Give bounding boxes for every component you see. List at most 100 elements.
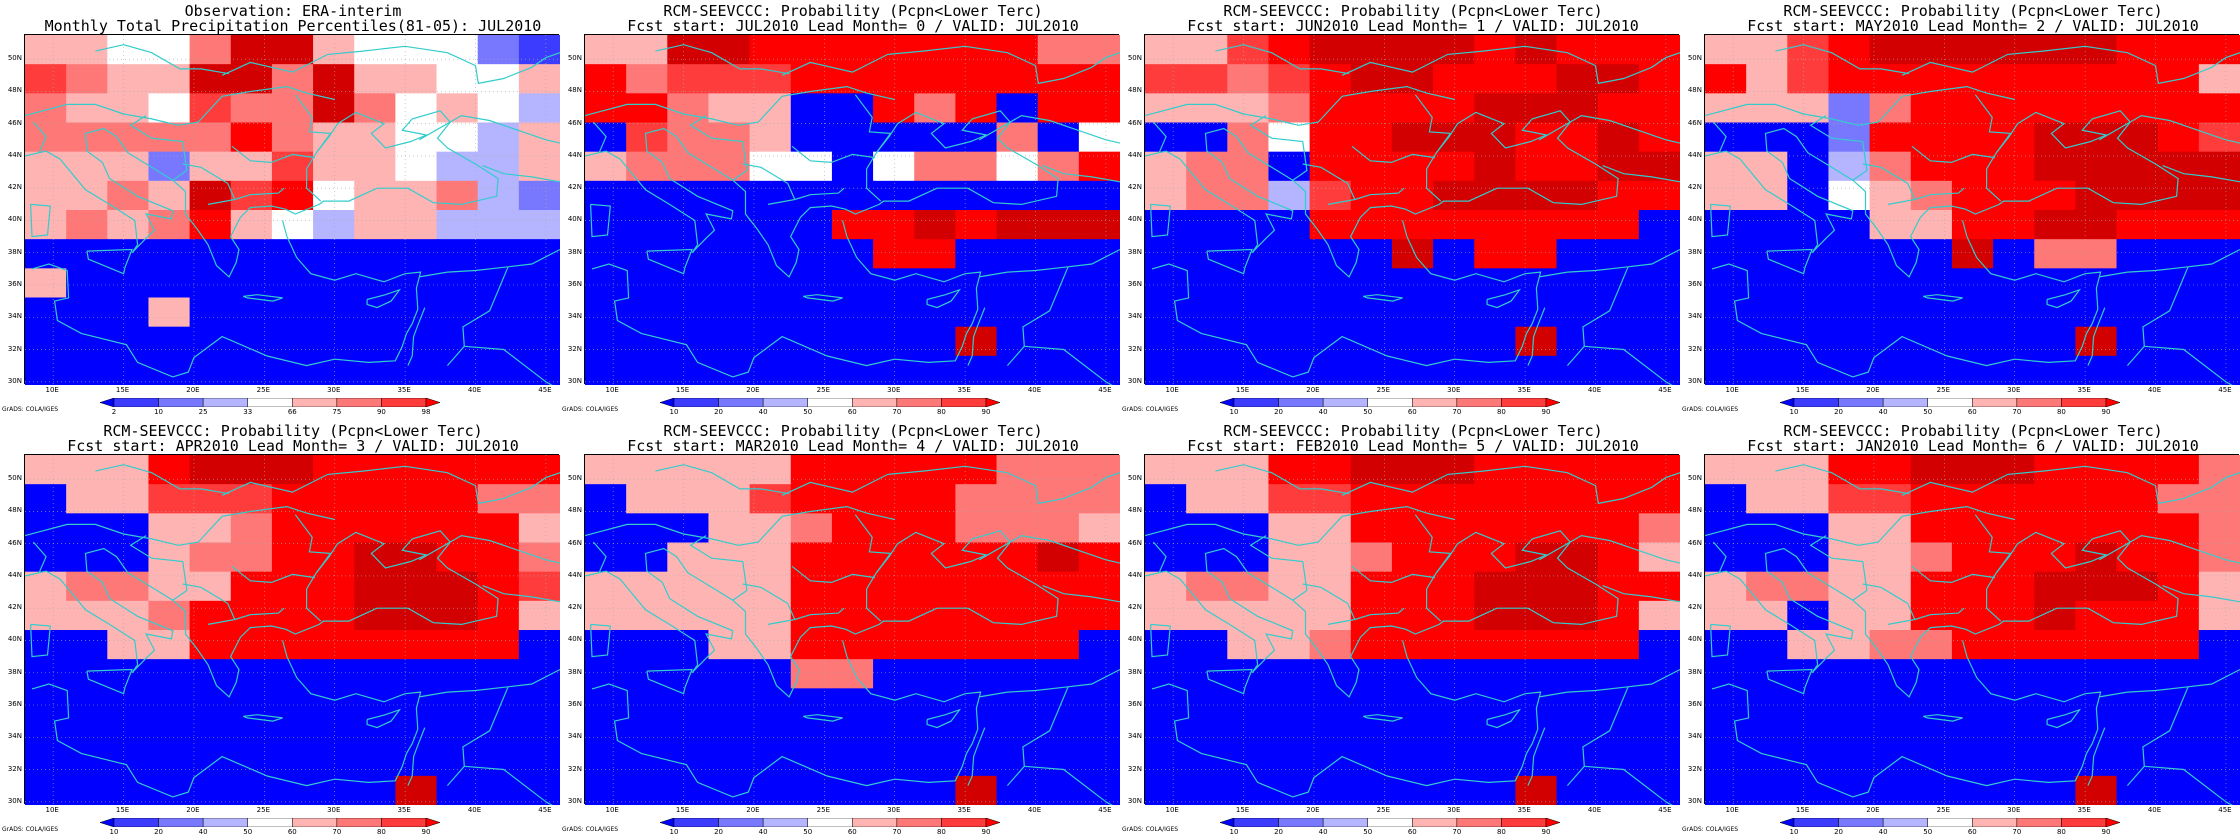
grid-cell (873, 327, 915, 357)
lat-tick-label: 42N (1120, 183, 1142, 191)
lon-tick-label: 10E (1160, 806, 1184, 814)
lon-tick-label: 15E (1231, 806, 1255, 814)
grid-cell (190, 455, 232, 485)
grid-cell (1392, 455, 1434, 485)
grid-cell (1392, 543, 1434, 573)
grid-cell (791, 268, 833, 298)
grid-cell (955, 630, 997, 660)
grid-cell (1145, 93, 1187, 123)
grid-cell (1952, 688, 1994, 718)
grid-cell (2199, 93, 2240, 123)
grid-cell (1227, 688, 1269, 718)
grid-cell (2075, 659, 2117, 689)
grid-cell (1079, 484, 1120, 514)
grid-cell (1598, 776, 1640, 805)
colorbar-swatch (426, 398, 440, 407)
colorbar-swatch (1839, 398, 1884, 407)
grid-cell (1268, 659, 1310, 689)
grid-cell (25, 327, 67, 357)
grid-cell (190, 123, 232, 153)
grid-cell (272, 93, 314, 123)
grid-cell (1746, 630, 1788, 660)
grid-cell (478, 210, 520, 240)
grid-cell (1038, 659, 1080, 689)
grid-cell (708, 747, 750, 777)
colorbar-swatch (292, 818, 337, 827)
grid-cell (148, 513, 190, 543)
grid-cell (2075, 513, 2117, 543)
grid-cell (1310, 543, 1352, 573)
colorbar-swatch (1972, 818, 2017, 827)
grid-cell (437, 630, 479, 660)
lat-tick-label: 46N (560, 539, 582, 547)
grid-cell (519, 688, 560, 718)
grid-cell (1227, 123, 1269, 153)
grid-cell (2158, 35, 2200, 65)
grid-cell (354, 356, 396, 385)
lat-tick-label: 34N (1680, 732, 1702, 740)
grid-cell (1870, 181, 1912, 211)
grid-cell (626, 630, 668, 660)
grid-cell (1038, 601, 1080, 631)
grid-cell (1993, 181, 2035, 211)
grid-cell (1227, 630, 1269, 660)
grid-cell (1787, 298, 1829, 328)
grid-cell (1392, 93, 1434, 123)
grid-cell (313, 688, 355, 718)
grid-cell (914, 630, 956, 660)
grid-cell (1227, 543, 1269, 573)
grid-cell (1952, 455, 1994, 485)
grid-cell (1038, 239, 1080, 269)
lon-tick-label: 35E (952, 806, 976, 814)
colorbar-swatch (203, 818, 248, 827)
grid-cell (1952, 718, 1994, 748)
lat-tick-label: 32N (560, 765, 582, 773)
grid-cell (272, 513, 314, 543)
lat-tick-label: 30N (560, 377, 582, 385)
lon-tick-label: 15E (1791, 386, 1815, 394)
grid-cell (1993, 327, 2035, 357)
grid-cell (1079, 747, 1120, 777)
lon-tick-label: 30E (1442, 806, 1466, 814)
grid-cell (272, 747, 314, 777)
grid-cell (1038, 718, 1080, 748)
grid-cell (313, 601, 355, 631)
grid-cell (1639, 181, 1680, 211)
colorbar-swatch (1220, 398, 1234, 407)
grid-cell (478, 268, 520, 298)
grid-cell (107, 688, 149, 718)
grads-credit: GrADS: COLA/IGES (1682, 406, 1738, 413)
grid-cell (1433, 268, 1475, 298)
map-area (1144, 34, 1679, 384)
grid-cell (997, 455, 1039, 485)
grid-cell (2117, 298, 2159, 328)
grid-cell (313, 268, 355, 298)
colorbar-label: 50 (1918, 828, 1938, 836)
grid-cell (1705, 268, 1747, 298)
grid-cell (1598, 543, 1640, 573)
grid-cell (873, 484, 915, 514)
lat-tick-label: 42N (1680, 603, 1702, 611)
colorbar (100, 818, 440, 827)
grid-cell (667, 210, 709, 240)
grid-cell (1828, 455, 1870, 485)
grid-cell (1787, 181, 1829, 211)
grid-cell (2199, 455, 2240, 485)
colorbar-label: 90 (416, 828, 436, 836)
colorbar-label: 80 (1491, 408, 1511, 416)
grid-cell (873, 35, 915, 65)
grid-cell (1145, 268, 1187, 298)
grid-cell (750, 298, 792, 328)
grid-cell (148, 601, 190, 631)
colorbar-label: 10 (664, 828, 684, 836)
grid-cell (2075, 484, 2117, 514)
grid-cell (148, 630, 190, 660)
grid-cell (1145, 356, 1187, 385)
grid-cell (626, 776, 668, 805)
grid-cell (148, 659, 190, 689)
lat-tick-label: 30N (1680, 797, 1702, 805)
colorbar-swatch (1883, 398, 1928, 407)
grid-cell (2034, 64, 2076, 94)
grid-cell (1787, 484, 1829, 514)
grid-cell (478, 455, 520, 485)
